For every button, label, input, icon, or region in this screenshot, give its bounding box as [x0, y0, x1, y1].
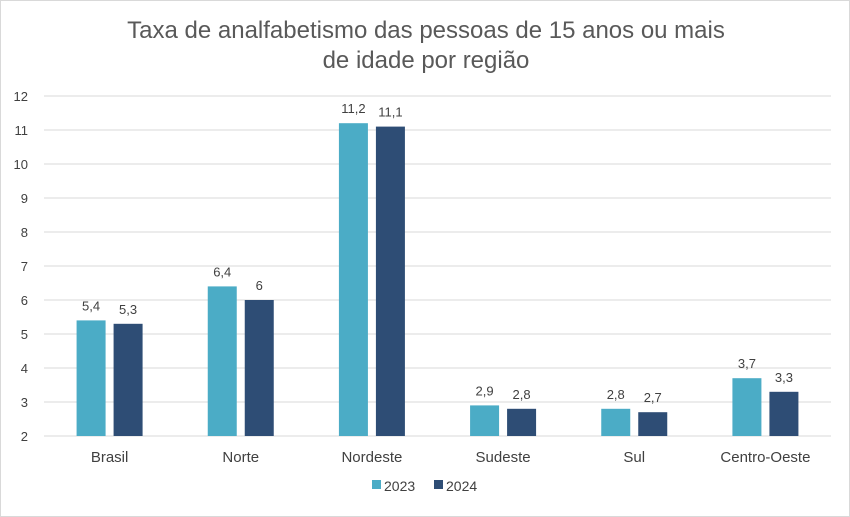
- data-label: 2,9: [476, 383, 494, 398]
- chart-title-line-2: de idade por região: [323, 47, 530, 74]
- bar-2023-centro-oeste: [732, 378, 762, 436]
- x-category-label: Norte: [222, 449, 259, 466]
- bar-2024-nordeste: [375, 126, 405, 436]
- y-tick-label: 6: [21, 293, 28, 308]
- y-tick-label: 4: [21, 361, 28, 376]
- x-category-label: Brasil: [91, 449, 129, 466]
- data-labels: 5,4 5,3 6,4 6 11,2 11,1 2,9 2,8 2,8 2,7 3,7 3,3: [82, 101, 793, 405]
- data-label: 3,3: [775, 370, 793, 385]
- data-label: 5,3: [119, 302, 137, 317]
- y-tick-label: 5: [21, 327, 28, 342]
- y-tick-label: 12: [14, 89, 28, 104]
- data-label: 2,8: [607, 387, 625, 402]
- legend-swatch-2023: [372, 480, 381, 489]
- legend: 2023 2024: [372, 478, 477, 494]
- gridlines: [44, 95, 831, 437]
- x-category-label: Sul: [623, 449, 645, 466]
- bar-2023-sul: [601, 408, 631, 436]
- legend-label-2024: 2024: [446, 478, 477, 494]
- data-label: 3,7: [738, 356, 756, 371]
- data-label: 11,1: [378, 105, 402, 120]
- y-tick-label: 11: [15, 123, 29, 138]
- bar-2024-sudeste: [507, 408, 537, 436]
- data-label: 6: [256, 278, 263, 293]
- x-category-label: Nordeste: [341, 449, 402, 466]
- data-label: 5,4: [82, 298, 100, 313]
- data-label: 11,2: [341, 101, 365, 116]
- y-tick-label: 7: [21, 259, 28, 274]
- bar-2023-norte: [207, 286, 237, 436]
- x-category-label: Centro-Oeste: [720, 449, 810, 466]
- data-label: 2,7: [644, 390, 662, 405]
- data-label: 6,4: [213, 264, 231, 279]
- bar-2023-nordeste: [338, 123, 368, 436]
- bar-2023-brasil: [76, 320, 106, 436]
- bar-2024-norte: [244, 300, 274, 436]
- bar-2024-sul: [638, 412, 668, 436]
- bar-2023-sudeste: [470, 405, 500, 436]
- bar-2024-centro-oeste: [769, 391, 799, 436]
- bar-2024-brasil: [113, 323, 143, 436]
- bars: [76, 123, 799, 436]
- y-tick-label: 3: [21, 395, 28, 410]
- data-label: 2,8: [513, 387, 531, 402]
- x-axis-categories: Brasil Norte Nordeste Sudeste Sul Centro-Oest…: [91, 449, 811, 466]
- y-axis-ticks: 2 3 4 5 6 7 8 9 10 11 12: [14, 89, 28, 444]
- x-category-label: Sudeste: [476, 449, 531, 466]
- chart-title-line-1: Taxa de analfabetismo das pessoas de 15 …: [127, 17, 725, 44]
- y-tick-label: 8: [21, 225, 28, 240]
- y-tick-label: 9: [21, 191, 28, 206]
- y-tick-label: 2: [21, 429, 28, 444]
- legend-swatch-2024: [434, 480, 443, 489]
- y-tick-label: 10: [14, 157, 28, 172]
- legend-label-2023: 2023: [384, 478, 415, 494]
